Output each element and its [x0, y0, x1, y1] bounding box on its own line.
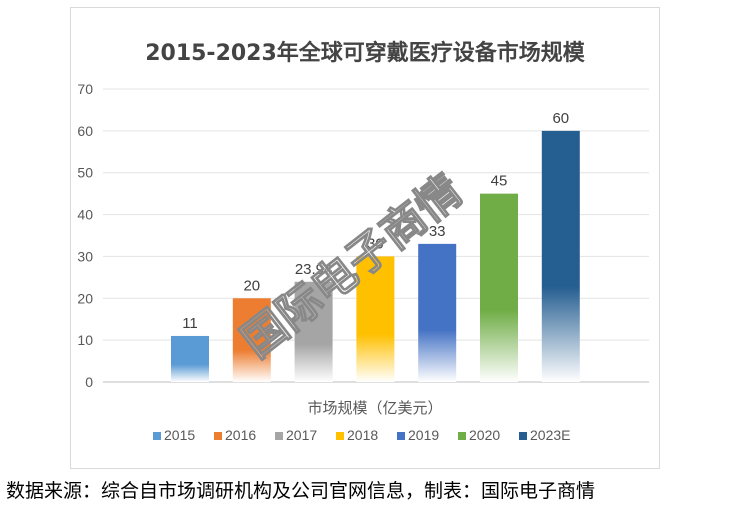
- legend-swatch: [397, 432, 405, 440]
- legend-item-2018: 2018: [336, 427, 378, 443]
- y-tick-label: 20: [77, 290, 93, 306]
- legend-label: 2017: [286, 427, 317, 443]
- legend-swatch: [275, 432, 283, 440]
- data-label-2017: 23.94: [295, 261, 333, 278]
- legend-item-2023E: 2023E: [519, 427, 570, 443]
- bar-2018: [356, 256, 395, 382]
- y-tick-label: 60: [77, 123, 93, 139]
- data-label-2018: 30: [367, 235, 384, 252]
- chart-title: 2015-2023年全球可穿戴医疗设备市场规模: [145, 40, 586, 66]
- legend-item-2019: 2019: [397, 427, 439, 443]
- data-label-2023E: 60: [552, 110, 569, 127]
- legend-item-2016: 2016: [214, 427, 256, 443]
- data-label-2019: 33: [429, 223, 446, 240]
- legend-item-2020: 2020: [458, 427, 500, 443]
- y-tick-label: 50: [77, 165, 93, 181]
- bar-2017: [294, 281, 333, 382]
- y-tick-label: 0: [85, 374, 93, 390]
- source-footer: 数据来源：综合自市场调研机构及公司官网信息，制表：国际电子商情: [6, 480, 596, 502]
- bar-2019: [418, 243, 457, 382]
- legend-label: 2023E: [530, 427, 570, 443]
- chart-frame: 2015-2023年全球可穿戴医疗设备市场规模 0 10 20 30 40 50 60 70 …: [70, 7, 660, 469]
- legend-swatch: [519, 432, 527, 440]
- y-tick-label: 10: [77, 332, 93, 348]
- bar-2015: [171, 335, 209, 382]
- legend-label: 2019: [408, 427, 439, 443]
- legend-swatch: [214, 432, 222, 440]
- y-axis-ticks: 0 10 20 30 40 50 60 70: [77, 81, 93, 390]
- data-label-2016: 20: [243, 277, 260, 294]
- bar-2016: [232, 298, 271, 382]
- y-tick-label: 70: [77, 81, 93, 97]
- legend-swatch: [336, 432, 344, 440]
- chart-canvas: 2015-2023年全球可穿戴医疗设备市场规模 010203040506070 …: [77, 40, 649, 443]
- legend: 2015 2016 2017 2018 2019 2020 2023E: [153, 427, 570, 443]
- legend-label: 2018: [347, 427, 378, 443]
- data-label-2015: 11: [182, 315, 198, 332]
- legend-item-2015: 2015: [153, 427, 195, 443]
- data-label-2020: 45: [491, 173, 508, 190]
- legend-label: 2015: [164, 427, 195, 443]
- legend-label: 2016: [225, 427, 256, 443]
- legend-swatch: [153, 432, 161, 440]
- legend-item-2017: 2017: [275, 427, 317, 443]
- bar-2020: [480, 193, 518, 382]
- data-labels: 11 20 23.94 30 33 45 60: [182, 110, 569, 332]
- y-tick-label: 30: [77, 248, 93, 264]
- y-tick-label: 40: [77, 207, 93, 223]
- bar-2023E: [541, 130, 580, 382]
- x-axis-label: 市场规模（亿美元）: [307, 399, 442, 417]
- bars: [171, 130, 580, 382]
- legend-swatch: [458, 432, 466, 440]
- legend-label: 2020: [469, 427, 500, 443]
